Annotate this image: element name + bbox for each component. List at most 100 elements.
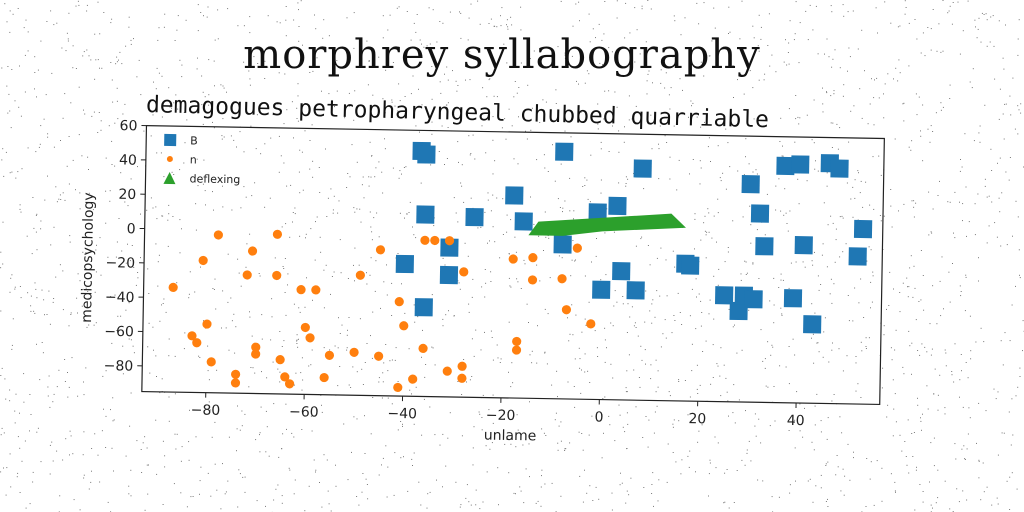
noise-dot [177, 15, 179, 17]
noise-dot [226, 91, 227, 93]
noise-dot [890, 189, 892, 190]
noise-dot [815, 160, 816, 162]
noise-dot [296, 340, 298, 342]
noise-dot [234, 352, 236, 354]
noise-dot [125, 45, 127, 47]
noise-dot [647, 245, 649, 246]
noise-dot [600, 148, 602, 150]
noise-dot [128, 302, 130, 304]
noise-dot [337, 385, 339, 387]
noise-dot [392, 167, 394, 169]
noise-dot [314, 259, 316, 261]
noise-dot [558, 425, 560, 427]
noise-dot [298, 49, 300, 51]
noise-dot [179, 59, 181, 61]
noise-dot [752, 25, 754, 27]
noise-dot [913, 216, 915, 218]
noise-dot [399, 170, 401, 172]
noise-dot [842, 4, 844, 6]
noise-dot [700, 126, 702, 128]
noise-dot [922, 491, 924, 492]
noise-dot [603, 432, 604, 434]
noise-dot [299, 149, 301, 151]
noise-dot [254, 372, 256, 374]
noise-dot [603, 118, 605, 120]
noise-dot [348, 384, 350, 386]
noise-dot [788, 287, 790, 289]
noise-dot [144, 509, 146, 511]
noise-dot [467, 255, 469, 257]
noise-dot [708, 231, 710, 233]
noise-dot [415, 386, 417, 388]
noise-dot [130, 495, 132, 497]
noise-dot [228, 436, 230, 438]
noise-dot [40, 220, 42, 222]
noise-dot [201, 75, 203, 77]
noise-dot [146, 464, 148, 466]
noise-dot [696, 2, 698, 4]
noise-dot [47, 386, 49, 388]
noise-dot [378, 236, 380, 238]
noise-dot [695, 471, 696, 473]
noise-dot [813, 99, 815, 101]
noise-dot [9, 291, 11, 293]
noise-dot [984, 178, 986, 180]
noise-dot [668, 391, 670, 393]
noise-dot [814, 312, 816, 314]
noise-dot [552, 144, 553, 146]
noise-dot [924, 55, 926, 57]
noise-dot [844, 475, 846, 477]
noise-dot [297, 120, 299, 122]
noise-dot [360, 221, 362, 223]
noise-dot [669, 156, 671, 158]
noise-dot [397, 429, 399, 431]
noise-dot [674, 266, 676, 268]
noise-dot [758, 278, 760, 279]
noise-dot [883, 334, 885, 336]
noise-dot [815, 5, 817, 7]
noise-dot [813, 142, 815, 144]
noise-dot [86, 4, 88, 6]
noise-dot [516, 92, 518, 94]
noise-dot [672, 426, 674, 428]
noise-dot [847, 295, 849, 296]
noise-dot [752, 171, 754, 173]
point-b [633, 159, 652, 178]
noise-dot [853, 105, 855, 107]
y-tick-label: 60 [119, 118, 137, 134]
noise-dot [208, 104, 210, 106]
noise-dot [574, 260, 576, 262]
noise-dot [24, 54, 26, 56]
noise-dot [732, 65, 734, 67]
noise-dot [207, 472, 209, 474]
noise-dot [381, 464, 382, 466]
noise-dot [403, 167, 405, 168]
noise-dot [811, 441, 813, 443]
point-n [187, 331, 197, 341]
noise-dot [382, 37, 384, 39]
noise-dot [424, 376, 426, 378]
noise-dot [794, 141, 796, 143]
noise-dot [469, 379, 471, 381]
noise-dot [912, 456, 914, 457]
noise-dot [694, 416, 696, 418]
noise-dot [302, 189, 304, 191]
noise-dot [584, 275, 586, 277]
noise-dot [531, 350, 533, 352]
noise-dot [489, 78, 491, 80]
noise-dot [116, 241, 118, 243]
noise-dot [952, 263, 953, 264]
noise-dot [622, 296, 624, 297]
point-b [440, 238, 459, 257]
point-n [561, 305, 572, 315]
noise-dot [639, 53, 641, 55]
noise-dot [279, 22, 281, 24]
noise-dot [475, 489, 477, 491]
noise-dot [623, 141, 625, 143]
noise-dot [980, 327, 982, 329]
noise-dot [876, 77, 878, 79]
point-n [528, 253, 538, 263]
noise-dot [578, 431, 580, 433]
noise-dot [943, 308, 944, 310]
noise-dot [254, 182, 256, 184]
